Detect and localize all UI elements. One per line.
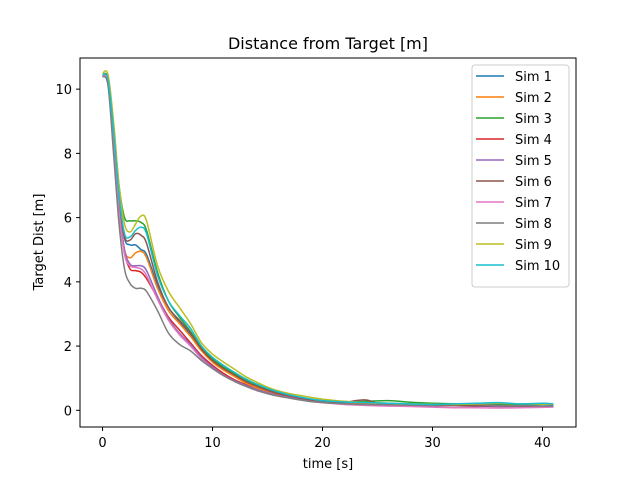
legend-label-sim-6: Sim 6 — [515, 175, 552, 190]
x-tick-label: 40 — [534, 436, 551, 451]
legend-label-sim-9: Sim 9 — [515, 238, 552, 253]
x-axis-label: time [s] — [303, 457, 353, 472]
x-tick-label: 20 — [314, 436, 331, 451]
legend-box — [471, 64, 570, 288]
legend-label-sim-10: Sim 10 — [515, 259, 560, 274]
y-tick-label: 6 — [64, 212, 72, 227]
x-tick-label: 30 — [424, 436, 441, 451]
legend-label-sim-3: Sim 3 — [515, 112, 552, 127]
chart-title: Distance from Target [m] — [228, 34, 428, 53]
ticks-layer: 0 10 20 30 40 0 2 4 6 8 10 — [55, 83, 550, 451]
y-axis-label: Target Dist [m] — [32, 194, 47, 292]
legend-label-sim-2: Sim 2 — [515, 91, 552, 106]
legend: Sim 1 Sim 2 Sim 3 Sim 4 Sim 5 Sim 6 Sim 7 Sim 8… — [471, 64, 570, 288]
y-tick-label: 8 — [64, 147, 72, 162]
plot-frame — [79, 57, 577, 428]
x-tick-label: 10 — [204, 436, 221, 451]
legend-label-sim-8: Sim 8 — [515, 217, 552, 232]
series-layer — [101, 69, 554, 409]
legend-label-sim-5: Sim 5 — [515, 154, 552, 169]
legend-label-sim-1: Sim 1 — [515, 70, 552, 85]
x-tick-label: 0 — [98, 436, 106, 451]
y-tick-label: 4 — [64, 276, 72, 291]
series-line-sim-10 — [102, 73, 554, 406]
series-line-sim-8 — [101, 75, 554, 407]
y-tick-label: 2 — [64, 340, 72, 355]
y-tick-label: 10 — [55, 83, 72, 98]
legend-label-sim-4: Sim 4 — [515, 133, 552, 148]
legend-label-sim-7: Sim 7 — [515, 196, 552, 211]
y-tick-label: 0 — [64, 404, 72, 419]
